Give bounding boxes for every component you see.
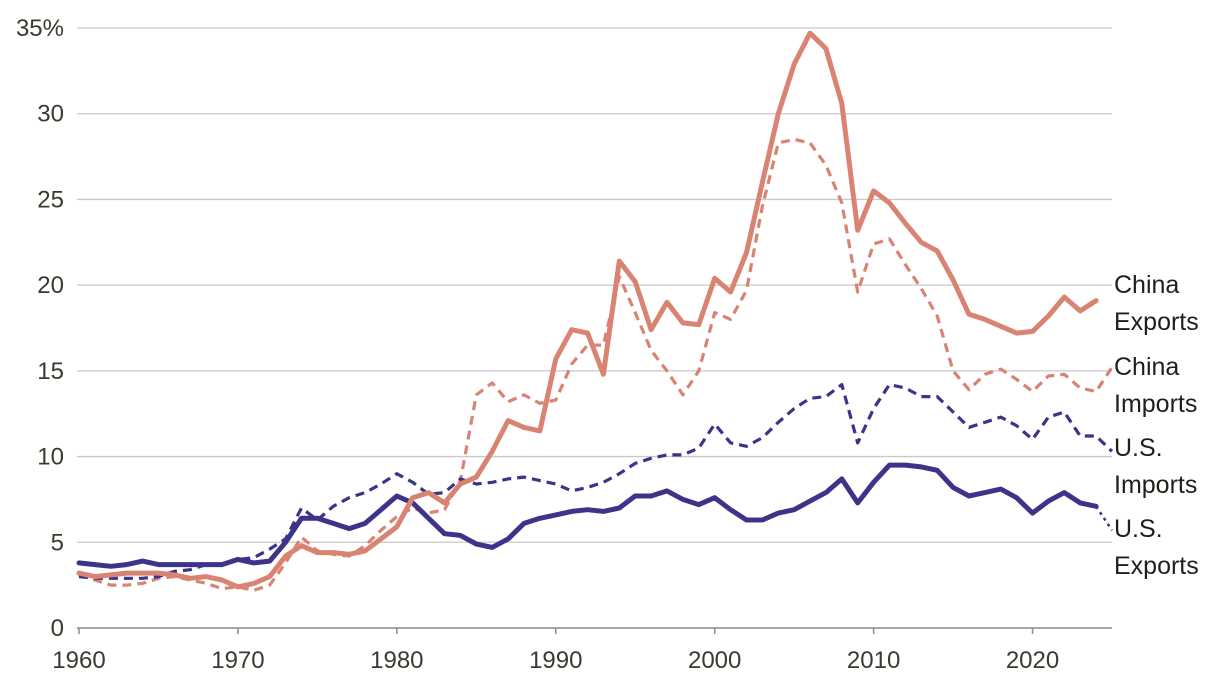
x-axis-tick-labels: 1960 1970 1980 1990 2000 2010 2020 xyxy=(52,647,1059,674)
x-tick-label: 1960 xyxy=(52,647,105,674)
series-line-u-s-imports xyxy=(78,383,1114,580)
gridlines xyxy=(77,27,1112,634)
series-label-china-imports-line-1: China xyxy=(1114,353,1179,381)
x-tick-label: 2000 xyxy=(688,647,741,674)
series-label-china-exports-line-2: Exports xyxy=(1114,308,1199,336)
y-tick-label: 25 xyxy=(37,186,64,213)
series-direct-labels: China Exports China Imports U.S. Imports U.S. E… xyxy=(1114,271,1199,580)
x-tick-label: 1990 xyxy=(529,647,582,674)
y-tick-label: 5 xyxy=(51,529,64,556)
x-tick-label: 2010 xyxy=(847,647,900,674)
series-tail-u-s-exports xyxy=(1095,505,1114,531)
series-lines xyxy=(76,30,1114,592)
series-label-u-s-imports-line-2: Imports xyxy=(1114,471,1197,499)
y-tick-label: 20 xyxy=(37,272,64,299)
series-label-u-s-exports-line-1: U.S. xyxy=(1114,515,1163,543)
x-tick-label: 2020 xyxy=(1006,647,1059,674)
series-label-china-imports-line-2: Imports xyxy=(1114,390,1197,418)
y-tick-label: 10 xyxy=(37,444,64,471)
y-tick-label: 0 xyxy=(51,615,64,642)
y-tick-label: 30 xyxy=(37,101,64,128)
y-tick-label: 15 xyxy=(37,358,64,385)
series-label-u-s-exports-line-2: Exports xyxy=(1114,552,1199,580)
series-label-china-exports-line-1: China xyxy=(1114,271,1179,299)
y-tick-label: 35% xyxy=(16,15,64,42)
y-axis-tick-labels: 0 5 10 15 20 25 30 35% xyxy=(16,15,64,642)
x-tick-label: 1980 xyxy=(370,647,423,674)
series-label-u-s-imports-line-1: U.S. xyxy=(1114,434,1163,462)
x-tick-label: 1970 xyxy=(211,647,264,674)
series-line-china-imports xyxy=(78,137,1114,592)
series-line-china-exports xyxy=(76,30,1099,590)
series-line-u-s-exports xyxy=(76,462,1099,569)
